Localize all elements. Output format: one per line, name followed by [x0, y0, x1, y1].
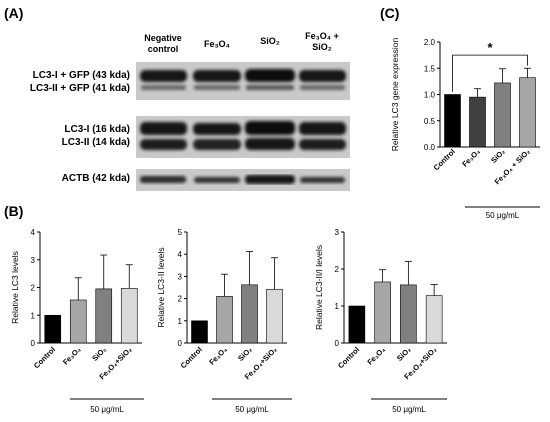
- bar: [216, 296, 233, 344]
- wb-row-2-label1: LC3-I (16 kda): [64, 124, 130, 135]
- y-tick-label: 2: [335, 265, 340, 274]
- y-tick-label: 0: [31, 339, 36, 348]
- bar: [69, 299, 87, 344]
- bar: [469, 96, 486, 148]
- y-tick-label: 2.0: [424, 38, 436, 47]
- y-axis-label: Relative LC3-II/I levels: [314, 245, 324, 330]
- y-tick-label: 0.0: [424, 143, 436, 152]
- wb-row-1-label1: LC3-I + GFP (43 kda): [33, 70, 130, 81]
- significance-marker: *: [487, 40, 493, 55]
- x-category-label: Fe₃O₄: [365, 345, 387, 367]
- bar: [444, 94, 461, 148]
- x-category-label: Control: [336, 345, 361, 370]
- bar: [266, 288, 283, 344]
- chart-b1: 0 1 2 3 4 Relative LC3 levels Control Fe₃O₄ SiO₂…: [10, 228, 144, 414]
- x-category-label: Fe₃O₄: [460, 147, 482, 169]
- panel-a-letter: (A): [4, 5, 23, 21]
- y-tick-label: 3: [31, 256, 36, 265]
- y-tick-label: 2: [178, 295, 183, 304]
- bar: [191, 320, 208, 344]
- panel-c-letter: (C): [380, 5, 399, 21]
- x-category-label: SiO₂: [489, 147, 507, 165]
- y-tick-label: 5: [178, 228, 183, 237]
- y-tick-label: 0.5: [424, 117, 436, 126]
- y-tick-label: 1: [178, 317, 183, 326]
- bar: [374, 281, 391, 344]
- x-axis-label: 50 μg/mL: [486, 211, 520, 220]
- wb-row-3-label1: ACTB (42 kda): [62, 173, 130, 184]
- x-category-label: Fe₃O₄: [207, 345, 229, 367]
- bar: [241, 284, 258, 344]
- y-axis-label: Relative LC3 levels: [10, 251, 20, 324]
- significance-bracket: [452, 54, 528, 92]
- x-axis-label: 50 μg/mL: [235, 405, 269, 414]
- y-tick-label: 1.5: [424, 64, 436, 73]
- lane-4-label-line1: Fe₃O₄ +: [305, 31, 339, 41]
- y-tick-label: 3: [178, 272, 183, 281]
- x-category-label: Control: [432, 147, 457, 172]
- wb-row-2-label2: LC3-II (14 kda): [62, 137, 130, 148]
- bar: [400, 284, 417, 344]
- chart-b2: 0 1 2 3 4 5 Relative LC3-II levels Control Fe₃O₄…: [156, 228, 292, 414]
- x-category-label: Control: [32, 345, 57, 370]
- bar: [348, 305, 366, 344]
- y-tick-label: 4: [31, 228, 36, 237]
- bar: [95, 288, 113, 344]
- bar: [425, 295, 443, 344]
- y-tick-label: 2: [31, 284, 36, 293]
- x-axis-label: 50 μg/mL: [392, 405, 426, 414]
- wb-strip-3: [136, 169, 350, 191]
- lane-1-label-line2: control: [148, 44, 179, 54]
- x-category-label: SiO₂: [90, 345, 108, 363]
- x-category-label: SiO₂: [395, 345, 413, 363]
- y-tick-label: 1.0: [424, 91, 436, 100]
- y-tick-label: 4: [178, 250, 183, 259]
- wb-row-1-label2: LC3-II + GFP (41 kda): [30, 83, 130, 94]
- lane-3-label-line1: SiO₂: [260, 36, 280, 46]
- bar: [120, 288, 138, 344]
- x-axis-label: 50 μg/mL: [90, 405, 124, 414]
- wb-blot-image: [136, 62, 350, 191]
- y-tick-label: 1: [31, 311, 36, 320]
- x-category-label: SiO₂: [236, 345, 254, 363]
- x-category-label: Fe₃O₄: [61, 345, 83, 367]
- bar: [519, 77, 536, 148]
- y-tick-label: 0: [335, 339, 340, 348]
- y-tick-label: 0: [178, 339, 183, 348]
- panel-b-letter: (B): [4, 203, 23, 219]
- y-axis-label: Relative LC3-II levels: [156, 247, 166, 327]
- x-category-label: Control: [179, 345, 204, 370]
- lane-1-label-line1: Negative: [144, 33, 182, 43]
- wb-row-labels: LC3-I + GFP (43 kda) LC3-II + GFP (41 kd…: [30, 70, 130, 184]
- wb-lane-labels: Negative control Fe₃O₄ SiO₂ Fe₃O₄ + SiO₂: [144, 31, 339, 54]
- y-axis-label: Relative LC3 gene expression: [390, 38, 400, 152]
- y-tick-label: 1: [335, 302, 340, 311]
- chart-c: 0.0 0.5 1.0 1.5 2.0 Relative LC3 gene express…: [390, 38, 540, 220]
- y-tick-label: 3: [335, 228, 340, 237]
- bar: [44, 314, 62, 344]
- lane-2-label-line1: Fe₃O₄: [204, 39, 230, 49]
- chart-b3: 0 1 2 3 Relative LC3-II/I levels Control Fe₃O₄…: [314, 228, 447, 414]
- bar: [494, 82, 511, 148]
- lane-4-label-line2: SiO₂: [312, 42, 332, 52]
